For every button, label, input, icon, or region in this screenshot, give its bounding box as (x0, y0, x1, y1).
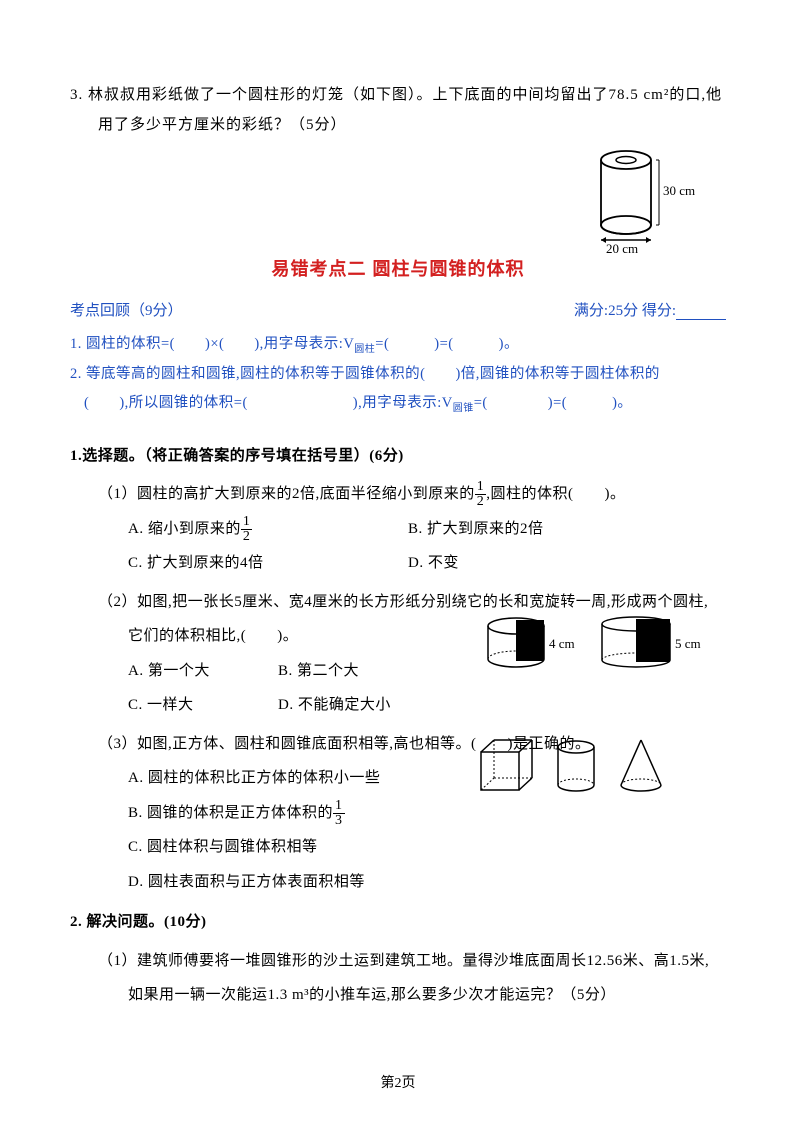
q1-s1-optA: A. 缩小到原来的12 (128, 512, 408, 547)
q1-s1-text-b: ,圆柱的体积( )。 (486, 486, 625, 502)
fig-width-label: 20 cm (606, 241, 638, 257)
q1-s3-optD: D. 圆柱表面积与正方体表面积相等 (70, 865, 726, 900)
frac-n: 1 (241, 515, 253, 530)
rb-l2: 2. 等底等高的圆柱和圆锥,圆柱的体积等于圆锥体积的( )倍,圆锥的体积等于圆柱… (70, 360, 726, 389)
frac-third: 13 (333, 799, 345, 828)
q1-s1: （1）圆柱的高扩大到原来的2倍,底面半径缩小到原来的12,圆柱的体积( )。 (70, 477, 726, 512)
rb-l1-sub: 圆柱 (354, 344, 375, 355)
review-score-label: 满分:25分 得分: (574, 303, 676, 319)
frac-half-2: 12 (241, 515, 253, 544)
frac-d: 3 (333, 814, 345, 828)
section-title: 易错考点二 圆柱与圆锥的体积 (70, 255, 726, 281)
page-number: 第2页 (0, 1072, 796, 1092)
q1-s2-optB: B. 第二个大 (278, 654, 359, 689)
q1-s3-optB: B. 圆锥的体积是正方体体积的13 (70, 796, 726, 831)
review-body: 1. 圆柱的体积=( )×( ),用字母表示:V圆柱=( )=( )。 2. 等… (70, 330, 726, 419)
rb-l1-tail: =( )=( )。 (375, 336, 519, 352)
optA-text: A. 缩小到原来的 (128, 521, 241, 537)
score-blank[interactable] (676, 319, 726, 320)
rb-l3b: =( )=( )。 (474, 395, 633, 411)
q2-s1-l2: 如果用一辆一次能运1.3 m³的小推车运,那么要多少次才能运完？（5分） (70, 978, 726, 1013)
q1-s1-optD: D. 不变 (408, 546, 459, 581)
review-left: 考点回顾（9分） (70, 299, 183, 320)
review-right: 满分:25分 得分: (574, 299, 726, 320)
three-shapes-figure (476, 737, 676, 797)
rb-l3a: ( ),所以圆锥的体积=( ),用字母表示:V (84, 395, 453, 411)
cylinder-figure: 30 cm 20 cm (591, 145, 701, 255)
q3-line1: 3. 林叔叔用彩纸做了一个圆柱形的灯笼（如下图）。上下底面的中间均留出了78.5… (70, 80, 726, 110)
q1-s1-row1: A. 缩小到原来的12 B. 扩大到原来的2倍 (70, 512, 726, 547)
q1-block: 1.选择题。（将正确答案的序号填在括号里）(6分) （1）圆柱的高扩大到原来的2… (70, 439, 726, 1013)
frac-n: 1 (333, 799, 345, 814)
q1-s1-optB: B. 扩大到原来的2倍 (408, 512, 544, 547)
q3-line2: 用了多少平方厘米的彩纸？（5分） (70, 110, 726, 140)
cyl2-label: 5 cm (675, 636, 701, 652)
q1-title: 1.选择题。（将正确答案的序号填在括号里）(6分) (70, 439, 726, 474)
frac-half: 12 (475, 480, 487, 509)
frac-d: 2 (475, 495, 487, 509)
q1-s2-optA: A. 第一个大 (128, 654, 278, 689)
frac-n: 1 (475, 480, 487, 495)
cyl1-label: 4 cm (549, 636, 575, 652)
optB-text: B. 圆锥的体积是正方体体积的 (128, 805, 333, 821)
q1-s1-optC: C. 扩大到原来的4倍 (128, 546, 408, 581)
q1-s1-row2: C. 扩大到原来的4倍 D. 不变 (70, 546, 726, 581)
rb-l1: 1. 圆柱的体积=( )×( ),用字母表示:V (70, 336, 354, 352)
frac-d: 2 (241, 530, 253, 544)
q1-s1-text-a: （1）圆柱的高扩大到原来的2倍,底面半径缩小到原来的 (98, 486, 475, 502)
q1-s3-optC: C. 圆柱体积与圆锥体积相等 (70, 830, 726, 865)
q2-s1-l1: （1）建筑师傅要将一堆圆锥形的沙土运到建筑工地。量得沙堆底面周长12.56米、高… (70, 944, 726, 979)
q1-s2-optD: D. 不能确定大小 (278, 688, 391, 723)
rb-l3-sub: 圆锥 (453, 403, 474, 414)
review-header: 考点回顾（9分） 满分:25分 得分: (70, 299, 726, 320)
q2-title: 2. 解决问题。(10分) (70, 905, 726, 940)
q1-s2-row2: C. 一样大 D. 不能确定大小 (70, 688, 726, 723)
fig-height-label: 30 cm (663, 183, 695, 199)
q1-s2-optC: C. 一样大 (128, 688, 278, 723)
two-cylinders-figure: 4 cm 5 cm (481, 614, 711, 674)
